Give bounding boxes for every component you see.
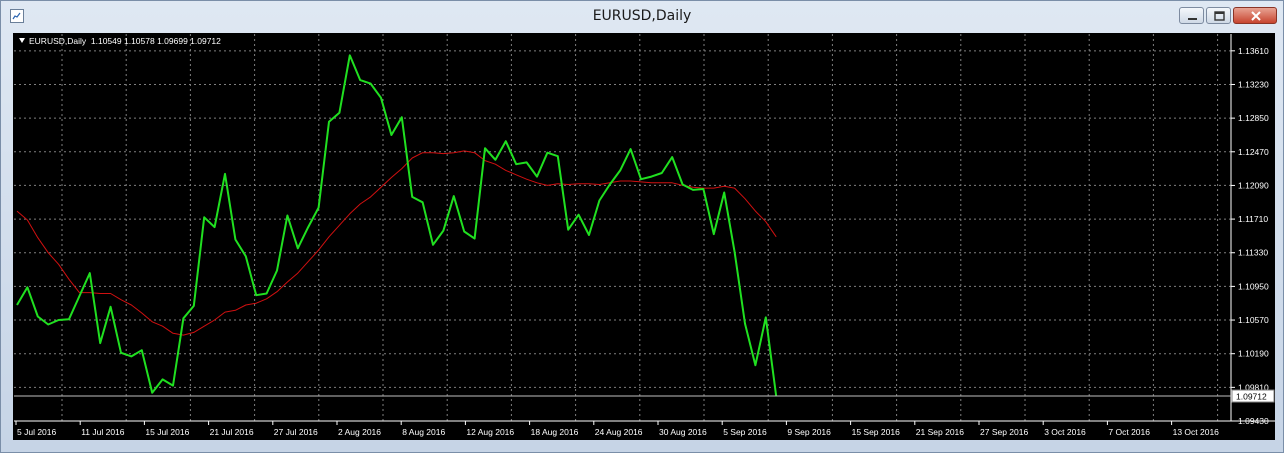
price-tick-label: 1.09810 [1238,382,1269,392]
collapse-triangle-icon[interactable] [19,38,25,43]
maximize-button[interactable] [1206,7,1231,24]
time-tick-label: 8 Aug 2016 [402,427,445,437]
time-tick-label: 13 Oct 2016 [1173,427,1220,437]
minimize-button[interactable] [1179,7,1204,24]
time-tick-label: 27 Jul 2016 [274,427,318,437]
price-tick-label: 1.11330 [1238,248,1268,258]
chart-plot-area[interactable] [13,33,1275,440]
chart-legend: EURUSD,Daily 1.10549 1.10578 1.09699 1.0… [19,36,221,48]
current-price-box [1231,389,1275,403]
time-tick-label: 24 Aug 2016 [595,427,643,437]
price-line [16,54,778,397]
time-tick-label: 21 Jul 2016 [210,427,254,437]
window-controls [1177,7,1277,25]
time-tick-label: 27 Sep 2016 [980,427,1028,437]
current-price-marker: 1.09712 [14,389,1275,403]
window-title: EURUSD,Daily [592,8,692,24]
price-tick-label: 1.13230 [1238,79,1269,89]
legend-symbol: EURUSD,Daily [29,36,87,46]
time-tick-label: 15 Jul 2016 [145,427,189,437]
price-tick-label: 1.10950 [1238,281,1269,291]
price-tick-label: 1.12850 [1238,113,1269,123]
time-tick-label: 30 Aug 2016 [659,427,707,437]
time-tick-label: 21 Sep 2016 [916,427,964,437]
price-tick-label: 1.10190 [1238,349,1269,359]
time-tick-label: 7 Oct 2016 [1108,427,1150,437]
time-tick-label: 12 Aug 2016 [466,427,514,437]
price-tick-label: 1.13610 [1238,46,1269,56]
chart-grid [14,34,1231,422]
chart-window-icon[interactable] [10,9,24,23]
time-tick-label: 5 Jul 2016 [17,427,56,437]
time-tick-label: 18 Aug 2016 [531,427,579,437]
legend-ohlc: 1.10549 1.10578 1.09699 1.09712 [90,36,221,46]
moving-average-layer [16,150,777,336]
price-tick-label: 1.12470 [1238,147,1269,157]
time-tick-label: 11 Jul 2016 [81,427,125,437]
time-tick-label: 5 Sep 2016 [723,427,767,437]
price-tick-label: 1.12090 [1238,180,1269,190]
time-tick-label: 2 Aug 2016 [338,427,381,437]
title-bar[interactable]: EURUSD,Daily [1,1,1283,33]
time-tick-label: 15 Sep 2016 [852,427,900,437]
price-axis: 1.13610 1.13230 1.12850 1.12470 1.12090 1.117… [1230,34,1269,426]
time-tick-label: 3 Oct 2016 [1044,427,1086,437]
price-tick-label: 1.10570 [1238,315,1269,325]
time-axis: 5 Jul 2016 11 Jul 2016 15 Jul 2016 21 Jul 2… [14,420,1275,437]
moving-average-line [16,150,777,336]
current-price-label: 1.09712 [1236,392,1267,402]
price-line-layer [16,54,778,397]
price-tick-label: 1.11710 [1238,214,1268,224]
close-button[interactable] [1233,7,1277,24]
time-tick-label: 9 Sep 2016 [787,427,831,437]
